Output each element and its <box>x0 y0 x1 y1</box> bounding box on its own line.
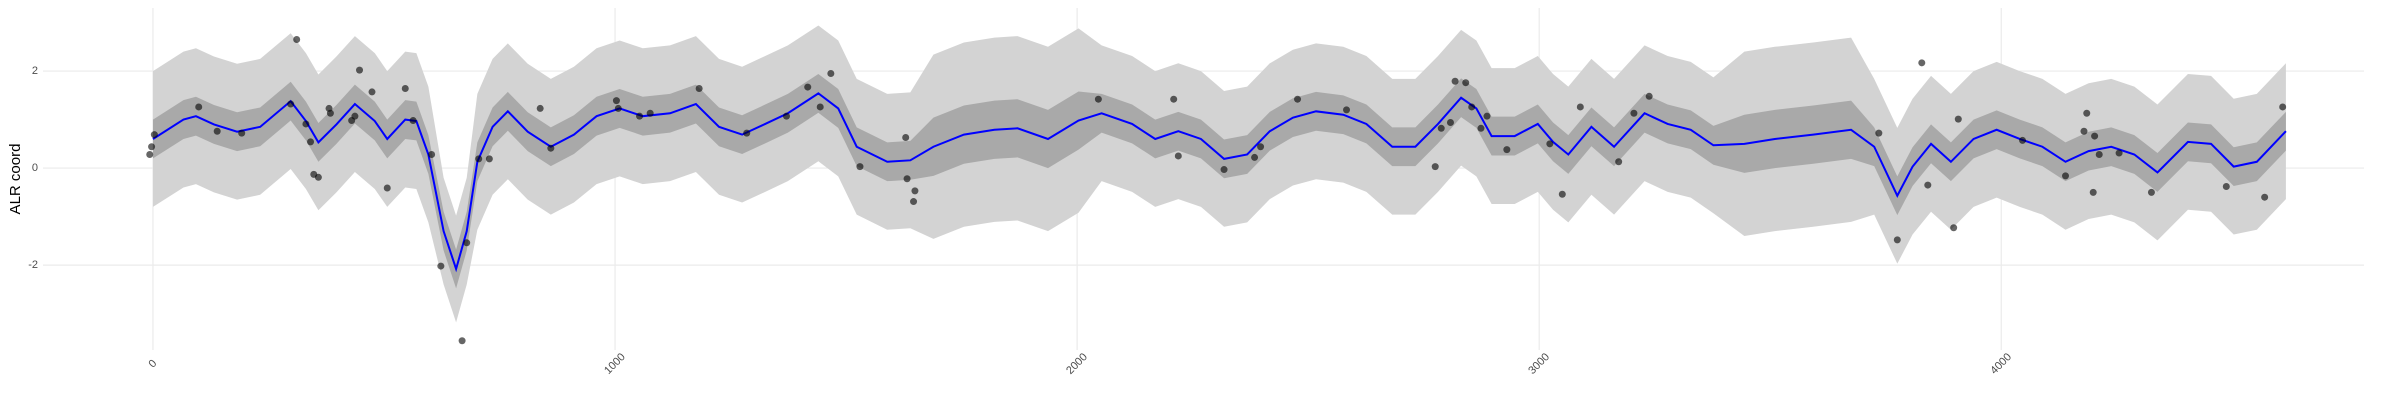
data-point <box>351 112 359 120</box>
data-point <box>1251 153 1259 161</box>
data-point <box>2080 127 2088 135</box>
data-point <box>2089 188 2097 196</box>
data-point <box>1446 118 1454 126</box>
data-point <box>2091 132 2099 140</box>
data-point <box>458 337 466 345</box>
data-point <box>463 239 471 247</box>
data-point <box>1630 109 1638 117</box>
data-point <box>356 66 364 74</box>
data-point <box>428 151 436 159</box>
data-point <box>1546 140 1554 148</box>
data-point <box>302 120 310 128</box>
data-point <box>2261 193 2269 201</box>
data-point <box>314 173 322 181</box>
data-point <box>1094 95 1102 103</box>
data-point <box>902 134 910 142</box>
data-point <box>695 85 703 93</box>
data-point <box>903 175 911 183</box>
confidence-band <box>152 73 2286 289</box>
data-point <box>1257 143 1265 151</box>
data-point <box>287 100 295 108</box>
data-point <box>536 104 544 112</box>
data-point <box>1645 92 1653 100</box>
data-point <box>195 103 203 111</box>
data-point <box>1950 224 1958 232</box>
data-point <box>368 88 376 96</box>
data-point <box>213 127 221 135</box>
data-point <box>146 151 154 159</box>
data-point <box>307 138 315 146</box>
data-point <box>636 112 644 120</box>
data-point <box>827 69 835 77</box>
data-point <box>816 103 824 111</box>
data-point <box>1483 112 1491 120</box>
data-point <box>2115 149 2123 157</box>
data-point <box>1294 95 1302 103</box>
x-tick-label: 2000 <box>1064 351 1090 377</box>
data-point <box>547 144 555 152</box>
data-point <box>1343 106 1351 114</box>
data-point <box>1503 146 1511 154</box>
data-point <box>646 109 654 117</box>
data-point <box>856 163 864 171</box>
data-point <box>1220 166 1228 174</box>
data-point <box>1918 59 1926 67</box>
data-point <box>383 184 391 192</box>
data-point <box>485 155 493 163</box>
y-tick-label: 2 <box>32 65 38 77</box>
y-tick-label: 0 <box>32 162 38 174</box>
data-point <box>1576 103 1584 111</box>
data-point <box>614 104 622 112</box>
data-point <box>1174 152 1182 160</box>
data-point <box>1170 95 1178 103</box>
data-point <box>804 83 812 91</box>
data-point <box>1893 236 1901 244</box>
data-point <box>2222 183 2230 191</box>
data-point <box>1477 124 1485 132</box>
x-tick-label: 3000 <box>1526 351 1552 377</box>
data-point <box>1558 190 1566 198</box>
data-point <box>1431 163 1439 171</box>
data-point <box>612 97 620 105</box>
data-point <box>2279 103 2287 111</box>
data-point <box>1462 79 1470 87</box>
data-point <box>911 187 919 195</box>
x-tick-label: 0 <box>146 358 159 371</box>
data-point <box>743 129 751 137</box>
data-point <box>293 36 301 44</box>
mean-line <box>152 92 2287 273</box>
data-point <box>326 109 334 117</box>
data-point <box>782 112 790 120</box>
data-point <box>2062 172 2069 180</box>
data-point <box>401 85 409 93</box>
data-point <box>1875 129 1883 137</box>
data-point <box>1954 115 1962 123</box>
data-point <box>2147 188 2155 196</box>
data-point <box>238 129 246 137</box>
y-tick-label: -2 <box>28 259 38 271</box>
data-point <box>2019 136 2027 144</box>
data-point <box>1437 124 1445 132</box>
data-point <box>409 117 417 125</box>
data-point <box>2083 109 2091 117</box>
data-point <box>1924 181 1932 189</box>
data-point <box>475 155 483 163</box>
data-point <box>437 262 445 270</box>
data-point <box>1451 77 1459 85</box>
data-point <box>148 143 156 151</box>
x-tick-label: 1000 <box>602 351 628 377</box>
data-point <box>910 198 918 206</box>
data-point <box>1468 103 1476 111</box>
data-point <box>1615 158 1623 166</box>
data-point <box>2095 151 2103 159</box>
data-point <box>150 131 158 139</box>
y-axis-label: ALR coord <box>7 144 24 215</box>
x-tick-label: 4000 <box>1988 351 2014 377</box>
